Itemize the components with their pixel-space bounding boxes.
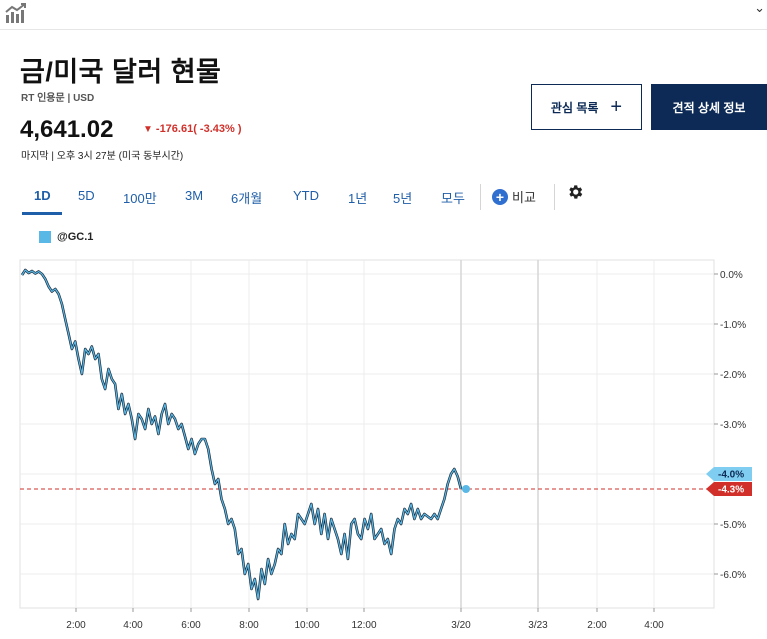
price-change: ▼ -176.61( -3.43% ) [143,123,242,135]
plus-circle-icon: + [492,188,508,205]
top-bar: ⌄ [0,0,767,30]
chevron-down-icon[interactable]: ⌄ [754,0,765,15]
x-tick-label: 3/23 [528,620,548,631]
down-arrow-icon: ▼ [143,124,153,135]
x-tick-label: 8:00 [239,620,259,631]
y-tick-label: -3.0% [720,420,746,431]
x-tick-label: 10:00 [294,620,319,631]
tab-1m[interactable]: 100만 [123,191,157,206]
x-tick-label: 4:00 [123,620,143,631]
legend-label: @GC.1 [57,231,94,243]
legend-swatch [39,231,51,243]
plot-frame [19,259,715,609]
watchlist-label: 관심 목록 [550,100,599,115]
price-change-value: -176.61( -3.43% ) [155,123,242,135]
range-tabs: 1D 5D 100만 3M 6개월 YTD 1년 5년 모두 + 비교 [20,180,590,215]
chart-type-icon[interactable] [4,2,28,29]
tab-all[interactable]: 모두 [441,191,465,206]
quote-source: RT 인용문 | USD [21,93,95,104]
tab-5d[interactable]: 5D [78,188,95,203]
compare-button[interactable]: + 비교 [492,187,536,206]
x-tick-label: 3/20 [451,620,471,631]
y-tick-label: 0.0% [720,270,743,281]
gear-icon[interactable] [566,183,584,206]
tab-6m[interactable]: 6개월 [231,191,263,206]
tab-divider [480,184,481,210]
last-value-badge: -4.0% [706,467,752,481]
tab-ytd[interactable]: YTD [293,188,319,203]
last-updated: 마지막 | 오후 3시 27분 (미국 동부시간) [21,151,184,162]
reference-badge-shape [706,482,752,496]
y-tick-label: -1.0% [720,320,746,331]
x-tick-label: 12:00 [351,620,376,631]
tab-3m[interactable]: 3M [185,188,204,203]
x-tick-label: 4:00 [644,620,664,631]
x-tick-label: 2:00 [66,620,86,631]
compare-label: 비교 [512,190,536,205]
x-tick-label: 2:00 [587,620,607,631]
y-tick-label: -5.0% [720,520,746,531]
add-to-watchlist-button[interactable]: 관심 목록 + [531,84,642,130]
reference-badge: -4.3% [706,482,752,496]
plus-icon: + [610,96,623,118]
quote-details-label: 견적 상세 정보 [672,100,746,115]
y-tick-label: -2.0% [720,370,746,381]
y-tick-label: -6.0% [720,570,746,581]
tab-1y[interactable]: 1년 [348,191,368,206]
price-chart[interactable]: 0.0% -1.0% -2.0% -3.0% -4.0% -5.0% -6.0% 2:00 4:… [0,258,767,639]
tab-5y[interactable]: 5년 [393,191,413,206]
last-value-badge-label: -4.0% [718,470,744,481]
tab-divider [554,184,555,210]
x-tick-label: 6:00 [181,620,201,631]
last-value-badge-shape [706,467,752,481]
chart-legend: @GC.1 [39,231,93,243]
series-line [21,269,462,600]
reference-badge-label: -4.3% [718,485,744,496]
last-price: 4,641.02 [20,116,114,143]
active-tab-indicator [22,212,62,215]
last-point-marker [462,485,470,493]
quote-details-button[interactable]: 견적 상세 정보 [651,84,767,130]
page-title: 금/미국 달러 현물 [20,57,222,87]
tab-1d[interactable]: 1D [34,188,51,203]
